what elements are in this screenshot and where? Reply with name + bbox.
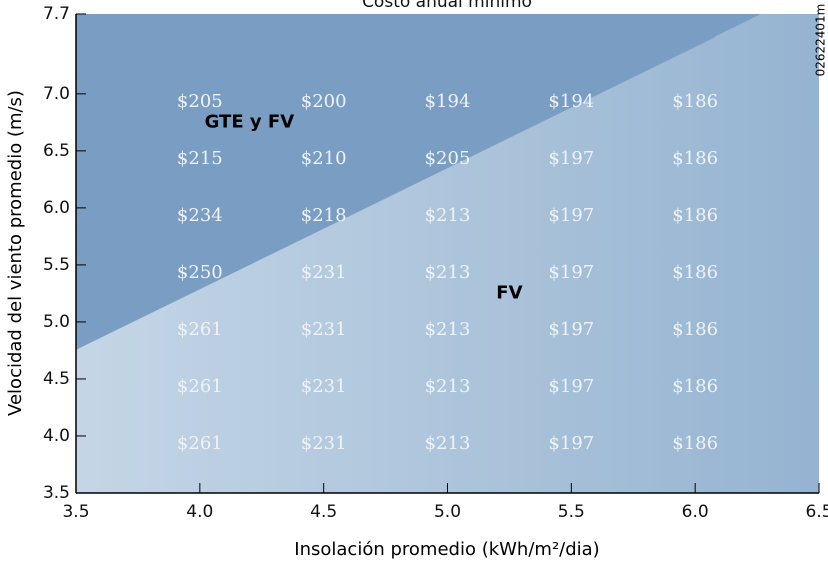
- cost-label: $186: [672, 262, 718, 283]
- cost-label: $261: [177, 319, 223, 340]
- cost-label: $205: [177, 91, 223, 112]
- cost-label: $186: [672, 91, 718, 112]
- boundary-line: [76, 36, 716, 350]
- x-tick-label: 6.0: [682, 502, 709, 522]
- cost-label: $213: [425, 262, 471, 283]
- x-tick-label: 3.5: [62, 502, 89, 522]
- cost-label: $186: [672, 433, 718, 454]
- cost-label: $213: [425, 433, 471, 454]
- cost-label: $231: [301, 376, 347, 397]
- cost-label: $210: [301, 148, 347, 169]
- cost-label: $197: [548, 433, 594, 454]
- x-tick-label: 5.0: [434, 502, 461, 522]
- cost-label: $186: [672, 376, 718, 397]
- y-tick-label: 7.7: [43, 4, 70, 24]
- y-tick-label: 6.0: [43, 198, 70, 218]
- cost-label: $213: [425, 205, 471, 226]
- cost-label: $197: [548, 148, 594, 169]
- cost-label: $200: [301, 91, 347, 112]
- cost-label: $218: [301, 205, 347, 226]
- cost-label: $261: [177, 376, 223, 397]
- y-tick-label: 4.0: [43, 426, 70, 446]
- cost-label: $197: [548, 205, 594, 226]
- cost-label: $186: [672, 148, 718, 169]
- side-note: 02622401m: [814, 4, 828, 77]
- cost-label: $234: [177, 205, 223, 226]
- y-axis-label: Velocidad del viento promedio (m/s): [5, 90, 26, 416]
- cost-label: $186: [672, 205, 718, 226]
- cost-label: $231: [301, 319, 347, 340]
- cost-label: $231: [301, 262, 347, 283]
- cost-label: $205: [425, 148, 471, 169]
- cost-label: $213: [425, 376, 471, 397]
- cost-label: $231: [301, 433, 347, 454]
- cost-label: $215: [177, 148, 223, 169]
- cost-label: $194: [548, 91, 594, 112]
- x-tick-label: 4.0: [186, 502, 213, 522]
- cost-label: $194: [425, 91, 471, 112]
- cost-label: $213: [425, 319, 471, 340]
- region-fill: [76, 14, 819, 493]
- region-tint: [76, 14, 819, 493]
- x-axis-label: Insolación promedio (kWh/m²/dia): [294, 539, 599, 560]
- plot-area: [76, 14, 819, 493]
- cost-label: $197: [548, 319, 594, 340]
- region-label: FV: [496, 282, 522, 303]
- x-tick-label: 4.5: [310, 502, 337, 522]
- cost-label: $186: [672, 319, 718, 340]
- cost-label: $197: [548, 376, 594, 397]
- x-tick-label: 5.5: [558, 502, 585, 522]
- cost-label: $261: [177, 433, 223, 454]
- y-tick-label: 4.5: [43, 369, 70, 389]
- region-label: GTE y FV: [205, 111, 295, 132]
- y-tick-label: 6.5: [43, 141, 70, 161]
- chart-title: Costo anual mínimo: [362, 0, 532, 12]
- x-tick-label: 6.5: [805, 502, 828, 522]
- cost-label: $250: [177, 262, 223, 283]
- y-tick-label: 5.0: [43, 312, 70, 332]
- y-tick-label: 3.5: [43, 483, 70, 503]
- y-tick-label: 5.5: [43, 255, 70, 275]
- cost-label: $197: [548, 262, 594, 283]
- y-tick-label: 7.0: [43, 84, 70, 104]
